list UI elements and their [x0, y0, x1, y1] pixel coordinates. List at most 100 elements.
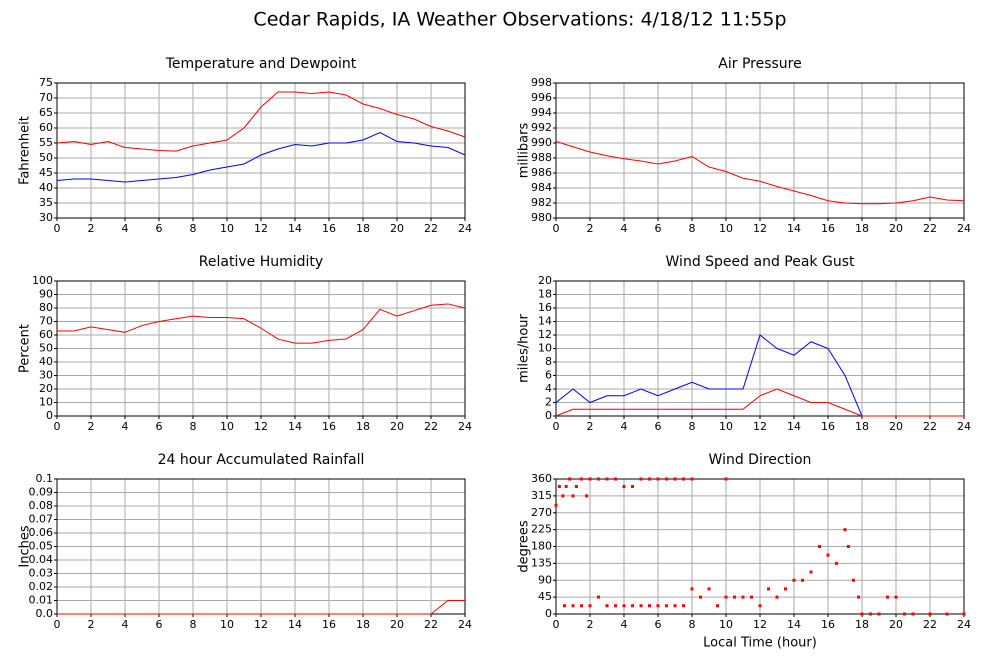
- data-point: [869, 612, 872, 616]
- x-tick-label: 18: [855, 618, 869, 631]
- x-tick-label: 24: [957, 420, 971, 433]
- x-tick-label: 22: [923, 420, 937, 433]
- x-tick-label: 12: [254, 222, 268, 235]
- data-point: [945, 612, 949, 616]
- data-point: [656, 604, 660, 608]
- x-tick-label: 18: [855, 420, 869, 433]
- data-point: [561, 494, 565, 498]
- data-point: [903, 612, 906, 616]
- x-tick-label: 14: [288, 618, 302, 631]
- plot-frame: [555, 280, 965, 417]
- x-tick-label: 10: [220, 222, 234, 235]
- data-point: [928, 612, 932, 616]
- x-tick-label: 8: [190, 618, 197, 631]
- y-tick-label: 20: [538, 274, 552, 287]
- x-axis-label: Local Time (hour): [703, 636, 817, 651]
- x-tick-label: 6: [156, 222, 163, 235]
- data-point: [818, 545, 821, 548]
- x-tick-label: 24: [957, 222, 971, 235]
- y-tick-label: 0.03: [29, 567, 54, 580]
- x-tick-label: 4: [621, 222, 628, 235]
- x-tick-label: 22: [424, 618, 438, 631]
- y-tick-label: 988: [531, 151, 552, 164]
- y-tick-label: 994: [531, 106, 552, 119]
- y-tick-label: 18: [538, 288, 552, 301]
- panel-title: 24 hour Accumulated Rainfall: [158, 452, 365, 468]
- x-tick-label: 2: [88, 222, 95, 235]
- y-tick-label: 180: [531, 540, 552, 553]
- x-tick-label: 0: [54, 222, 61, 235]
- y-tick-label: 45: [39, 166, 53, 179]
- y-tick-label: 996: [531, 91, 552, 104]
- y-tick-label: 14: [538, 315, 552, 328]
- data-point: [563, 604, 566, 608]
- y-tick-label: 135: [531, 556, 552, 569]
- y-axis-label: Fahrenheit: [18, 116, 33, 185]
- data-point: [682, 604, 685, 608]
- data-point: [860, 612, 864, 616]
- y-tick-label: 6: [545, 369, 552, 382]
- x-tick-label: 8: [689, 222, 696, 235]
- x-tick-label: 20: [889, 618, 903, 631]
- x-tick-label: 0: [553, 222, 560, 235]
- y-tick-label: 30: [39, 211, 53, 224]
- y-tick-label: 990: [531, 136, 552, 149]
- y-axis-label: Inches: [18, 525, 33, 567]
- x-tick-label: 0: [54, 420, 61, 433]
- x-tick-label: 14: [288, 222, 302, 235]
- x-tick-label: 24: [957, 618, 971, 631]
- y-tick-label: 20: [39, 382, 53, 395]
- data-point: [767, 587, 770, 591]
- data-point: [724, 595, 728, 599]
- x-tick-label: 16: [821, 420, 835, 433]
- x-tick-label: 8: [190, 420, 197, 433]
- x-tick-label: 2: [88, 618, 95, 631]
- y-tick-label: 75: [39, 76, 53, 89]
- data-point: [605, 604, 609, 608]
- data-point: [857, 595, 861, 599]
- x-tick-label: 22: [424, 420, 438, 433]
- x-tick-label: 24: [458, 618, 472, 631]
- data-point: [699, 595, 702, 599]
- x-tick-label: 14: [288, 420, 302, 433]
- x-tick-label: 12: [753, 222, 767, 235]
- data-point: [707, 587, 711, 591]
- data-line: [555, 141, 965, 205]
- panel-title: Wind Speed and Peak Gust: [666, 254, 855, 270]
- data-point: [605, 477, 609, 481]
- data-point: [665, 477, 668, 481]
- data-point: [614, 477, 617, 481]
- x-tick-label: 20: [390, 222, 404, 235]
- y-tick-label: 35: [39, 196, 53, 209]
- x-tick-label: 22: [923, 222, 937, 235]
- panel-title: Wind Direction: [709, 452, 812, 468]
- x-tick-label: 10: [719, 420, 733, 433]
- y-tick-label: 270: [531, 506, 552, 519]
- data-line: [555, 388, 964, 417]
- y-tick-label: 90: [39, 288, 53, 301]
- data-point: [682, 477, 685, 481]
- y-tick-label: 984: [531, 181, 552, 194]
- y-tick-label: 65: [39, 106, 53, 119]
- data-point: [568, 477, 572, 481]
- x-tick-label: 18: [356, 618, 370, 631]
- x-tick-label: 16: [821, 222, 835, 235]
- data-point: [554, 503, 558, 507]
- x-tick-label: 20: [390, 618, 404, 631]
- x-tick-label: 6: [655, 420, 662, 433]
- x-tick-label: 20: [390, 420, 404, 433]
- x-tick-label: 12: [254, 618, 268, 631]
- data-point: [614, 604, 617, 608]
- x-tick-label: 4: [122, 222, 129, 235]
- x-tick-label: 8: [689, 420, 696, 433]
- y-tick-label: 0.07: [29, 513, 54, 526]
- y-tick-label: 70: [39, 91, 53, 104]
- x-tick-label: 14: [787, 222, 801, 235]
- data-point: [835, 561, 838, 565]
- data-point: [597, 595, 600, 599]
- x-tick-label: 10: [220, 420, 234, 433]
- x-tick-label: 6: [655, 222, 662, 235]
- data-point: [733, 595, 736, 599]
- y-tick-label: 10: [538, 342, 552, 355]
- y-tick-label: 0.08: [29, 499, 54, 512]
